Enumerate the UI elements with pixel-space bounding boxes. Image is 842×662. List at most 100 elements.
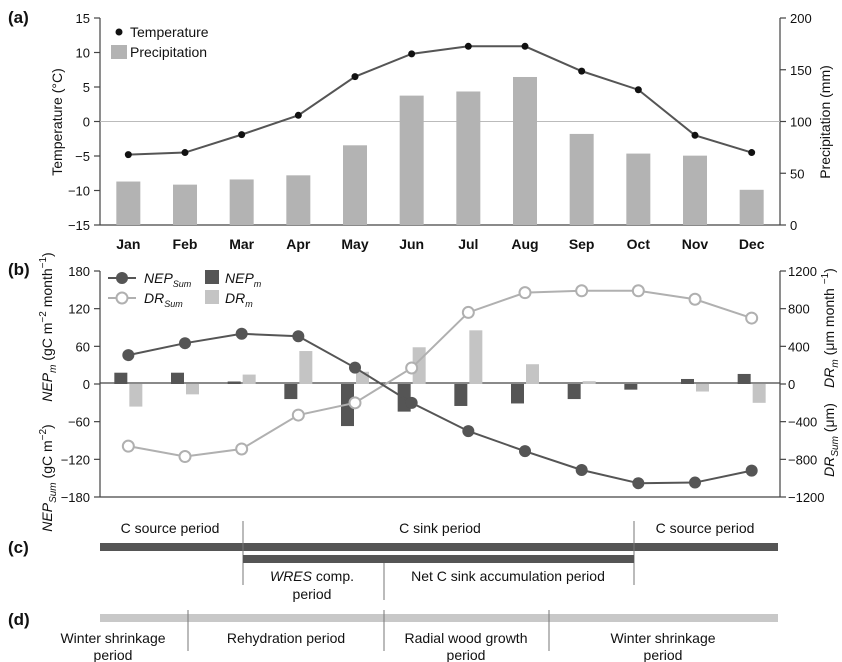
b-right-tick-label: 0 — [788, 377, 795, 392]
precip-bar-jun — [399, 95, 424, 225]
drm-bar-mar — [242, 374, 256, 384]
precip-bar-may — [343, 145, 367, 225]
legend-precipitation-swatch — [111, 45, 127, 59]
nepsum-sup1: −2 — [38, 429, 49, 441]
nepm-bar-mar — [227, 381, 241, 384]
drm-main: DR — [821, 368, 837, 388]
temperature-point-feb — [181, 149, 189, 157]
panel-a-right-ticks: 200 150 100 50 0 — [780, 11, 812, 233]
nepm-bar-dec — [737, 373, 751, 384]
d-growth-line1: Radial wood growth — [405, 630, 528, 646]
legend-nepm-main: NEP — [225, 270, 254, 286]
panel-b-ylabel-right-bottom: DRSum (μm) — [821, 403, 841, 477]
drsum-point-jan — [121, 439, 135, 453]
c-wres-italic: WRES — [270, 568, 313, 584]
precip-bar-sep — [569, 133, 594, 225]
nepm-sub: m — [48, 365, 59, 373]
b-left-tick-label: 120 — [68, 302, 90, 317]
precip-bar-jan — [116, 181, 141, 225]
panel-b-label: (b) — [8, 260, 30, 279]
temperature-point-jan — [124, 151, 132, 159]
panel-c-label: (c) — [8, 538, 29, 557]
legend-drsum-label: DRSum — [144, 290, 183, 309]
drsum-point-nov — [688, 292, 702, 306]
a-left-tick-label: −5 — [75, 149, 90, 164]
legend-nepm-sub: m — [254, 279, 262, 289]
month-label-may: May — [341, 236, 368, 252]
drsum-point-sep — [575, 284, 589, 298]
nepm-bar-feb — [171, 372, 184, 384]
legend-nepsum-label: NEPSum — [144, 270, 192, 289]
drsum-line — [128, 289, 752, 458]
temperature-point-may — [351, 73, 359, 81]
panel-b-legend: NEPSum NEPm DRSum DRm — [108, 270, 262, 309]
b-left-tick-label: 180 — [68, 264, 90, 279]
legend-drsum-marker — [115, 291, 129, 305]
panel-b-ylabel-right-top: DRm (μm month −1) — [820, 268, 841, 388]
legend-nepm-label: NEPm — [225, 270, 262, 289]
nepm-bar-nov — [681, 378, 694, 384]
c-sink-period: C sink period — [399, 520, 481, 536]
panel-b: (b) −180 −120 −60 0 60 120 180 1200 800 400 0 −400… — [8, 252, 841, 531]
panel-a-temperature-line — [124, 42, 756, 159]
b-left-tick-label: 0 — [83, 377, 90, 392]
drsum-point-may — [348, 396, 362, 410]
legend-drm-sub: m — [245, 299, 253, 309]
temperature-point-aug — [521, 42, 529, 50]
temperature-point-sep — [578, 67, 586, 75]
drm-bar-may — [356, 371, 369, 384]
d-rehydration: Rehydration period — [227, 630, 345, 646]
nepm-bar-apr — [284, 384, 298, 400]
nepm-sup2: −1 — [38, 257, 49, 269]
nepm-end: ) — [39, 252, 55, 257]
legend-drm-main: DR — [225, 290, 245, 306]
drsum-sub: Sum — [830, 436, 841, 457]
legend-drsum-main: DR — [144, 290, 164, 306]
precip-bar-nov — [683, 155, 707, 225]
a-left-tick-label: 5 — [83, 80, 90, 95]
panel-a-ylabel-left: Temperature (°C) — [49, 68, 65, 176]
nepsum-line — [128, 332, 752, 485]
b-right-tick-label: −1200 — [788, 490, 825, 505]
nepm-bar-jul — [454, 384, 468, 406]
c-wres-rest: comp. — [312, 568, 354, 584]
drsum-point-feb — [178, 450, 192, 464]
b-right-tick-label: 400 — [788, 339, 810, 354]
nepsum-point-feb — [179, 337, 191, 350]
drm-bar-feb — [186, 384, 199, 395]
a-left-tick-label: 0 — [83, 115, 90, 130]
a-left-tick-label: −15 — [68, 218, 90, 233]
a-right-tick-label: 150 — [790, 63, 812, 78]
drsum-rest: (μm) — [821, 403, 837, 436]
nepm-bar-jan — [114, 372, 128, 384]
nepsum-point-apr — [292, 330, 305, 343]
a-left-tick-label: 15 — [76, 11, 90, 26]
drm-bar-sep — [582, 381, 596, 384]
b-left-tick-label: −180 — [61, 490, 90, 505]
c-net-sink-period: Net C sink accumulation period — [411, 568, 605, 584]
precip-bar-aug — [513, 76, 537, 226]
temperature-point-apr — [294, 111, 302, 119]
legend-nepm-swatch — [205, 270, 219, 284]
month-label-dec: Dec — [739, 236, 765, 252]
month-label-jun: Jun — [399, 236, 424, 252]
legend-drsum-sub: Sum — [164, 299, 183, 309]
nepsum-point-dec — [745, 464, 758, 477]
b-left-tick-label: −60 — [68, 415, 90, 430]
temperature-point-jun — [408, 50, 416, 58]
temperature-point-mar — [238, 131, 246, 139]
drm-bar-apr — [299, 351, 313, 384]
c-source-period-1: C source period — [121, 520, 220, 536]
legend-nepsum-sub: Sum — [173, 279, 192, 289]
legend-precipitation-label: Precipitation — [130, 44, 207, 60]
panel-a-label: (a) — [8, 8, 29, 27]
drsum-point-jul — [461, 305, 475, 319]
a-right-tick-label: 0 — [790, 218, 797, 233]
panel-d: (d) Winter shrinkage period Rehydration … — [8, 610, 778, 662]
c-sink-sub-bar — [243, 555, 634, 563]
nepm-bar-oct — [624, 384, 638, 390]
drsum-point-dec — [745, 311, 759, 325]
panel-b-left-ticks: −180 −120 −60 0 60 120 180 — [61, 264, 100, 505]
c-main-bar — [100, 543, 778, 551]
